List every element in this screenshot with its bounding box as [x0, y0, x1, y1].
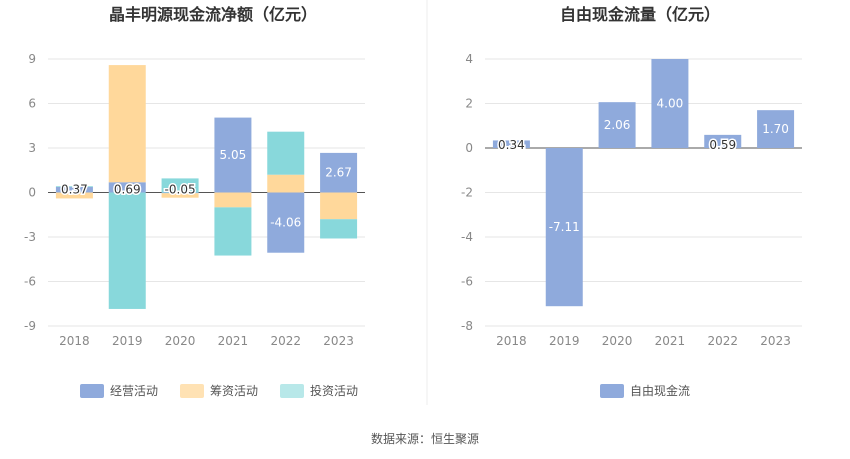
legend-label[interactable]: 筹资活动	[210, 384, 258, 398]
bar	[108, 182, 146, 193]
legend-swatch[interactable]	[280, 384, 304, 398]
bar	[598, 102, 636, 148]
chart-title: 晶丰明源现金流净额（亿元）	[109, 5, 317, 24]
bar	[55, 187, 93, 193]
bar	[161, 178, 199, 193]
data-label: 0.59	[709, 138, 736, 152]
x-tick-label: 2018	[496, 334, 527, 348]
data-source: 数据来源：恒生聚源	[371, 431, 479, 446]
x-tick-label: 2019	[549, 334, 580, 348]
x-tick-label: 2020	[165, 334, 196, 348]
data-label: 2.06	[604, 118, 631, 132]
data-label: 4.00	[657, 97, 684, 111]
y-tick-label: 6	[28, 97, 36, 111]
bar	[214, 207, 252, 256]
bar	[320, 192, 358, 220]
y-tick-label: 0	[28, 186, 36, 200]
bar	[267, 192, 305, 253]
data-label: 0.37	[61, 183, 88, 197]
legend-label[interactable]: 自由现金流	[630, 383, 690, 398]
bar	[214, 192, 252, 208]
x-tick-label: 2021	[218, 334, 249, 348]
x-tick-label: 2022	[270, 334, 301, 348]
bar	[545, 148, 583, 307]
x-tick-label: 2020	[602, 334, 633, 348]
bar	[320, 219, 358, 239]
data-label: -4.06	[270, 216, 301, 230]
data-label: 2.67	[325, 166, 352, 180]
bar	[492, 140, 530, 148]
y-tick-label: 0	[465, 141, 473, 155]
x-tick-label: 2022	[707, 334, 738, 348]
x-tick-label: 2023	[760, 334, 791, 348]
y-tick-label: 9	[28, 52, 36, 66]
y-tick-label: -2	[461, 186, 473, 200]
data-label: 0.34	[498, 138, 525, 152]
legend-label[interactable]: 投资活动	[310, 383, 358, 398]
bar	[320, 152, 358, 193]
chart-left: 晶丰明源现金流净额（亿元） 9 6 3 0 -3 -6 -9 0.37 0.69 -0.05 5.05…	[24, 5, 365, 398]
bar	[267, 174, 305, 193]
bar	[55, 186, 93, 188]
y-tick-label: 4	[465, 52, 473, 66]
data-label: -7.11	[549, 220, 580, 234]
chart-title: 自由现金流量（亿元）	[560, 5, 720, 24]
data-label: 1.70	[762, 122, 789, 136]
legend-swatch[interactable]	[600, 384, 624, 398]
bar	[108, 192, 146, 309]
y-tick-label: -3	[24, 230, 36, 244]
y-tick-label: -9	[24, 319, 36, 333]
bar	[651, 59, 689, 148]
y-tick-label: -4	[461, 230, 473, 244]
x-tick-label: 2018	[59, 334, 90, 348]
x-tick-label: 2023	[323, 334, 354, 348]
y-tick-label: -6	[24, 275, 36, 289]
bar	[214, 117, 252, 193]
legend-swatch[interactable]	[180, 384, 204, 398]
bar	[108, 65, 146, 183]
y-tick-label: -6	[461, 275, 473, 289]
y-tick-label: 2	[465, 97, 473, 111]
bar	[757, 110, 795, 148]
x-tick-label: 2021	[655, 334, 686, 348]
chart-right: 自由现金流量（亿元） 4 2 0 -2 -4 -6 -8 0.34 -7.11 2.06 4.00 0.…	[461, 5, 802, 398]
bar	[161, 193, 199, 198]
legend-swatch[interactable]	[80, 384, 104, 398]
data-label: -0.05	[165, 183, 196, 197]
bar	[267, 131, 305, 175]
legend-label[interactable]: 经营活动	[110, 384, 158, 398]
y-tick-label: -8	[461, 319, 473, 333]
x-tick-label: 2019	[112, 334, 143, 348]
bar	[704, 134, 742, 148]
y-tick-label: 3	[28, 141, 36, 155]
data-label: 0.69	[114, 183, 141, 197]
data-label: 5.05	[220, 148, 247, 162]
bar	[161, 192, 199, 194]
bar	[55, 192, 93, 199]
